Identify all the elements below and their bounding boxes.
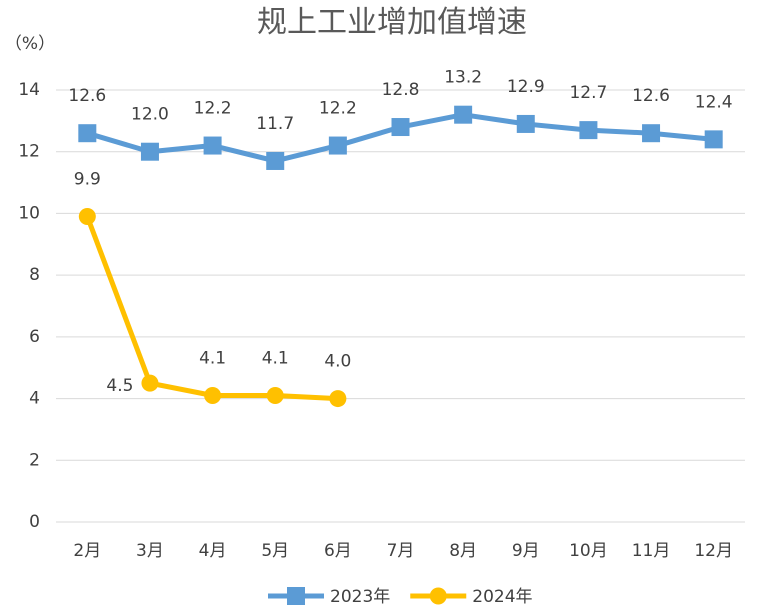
- legend-marker: [429, 587, 447, 605]
- data-label: 12.2: [194, 99, 232, 119]
- data-point: [704, 130, 723, 149]
- data-point: [78, 208, 96, 226]
- data-label: 12.6: [68, 86, 106, 106]
- series-line: [84, 215, 338, 402]
- y-axis-label: （%）: [5, 34, 55, 54]
- data-label: 12.2: [319, 99, 357, 119]
- y-tick-label: 10: [18, 203, 40, 223]
- y-tick-label: 12: [18, 142, 40, 162]
- y-tick-label: 4: [29, 389, 40, 409]
- x-tick-label: 5月: [261, 541, 289, 561]
- data-point: [140, 142, 159, 161]
- y-tick-label: 8: [29, 265, 40, 285]
- data-point: [328, 136, 347, 155]
- legend-label: 2024年: [472, 587, 532, 607]
- x-tick-label: 11月: [632, 541, 671, 561]
- data-point: [391, 118, 410, 137]
- data-point: [78, 124, 97, 143]
- y-tick-label: 14: [18, 80, 40, 100]
- x-tick-label: 3月: [136, 541, 164, 561]
- legend-marker: [287, 587, 305, 605]
- x-tick-label: 12月: [694, 541, 733, 561]
- data-point: [642, 124, 661, 143]
- data-label: 12.0: [131, 105, 169, 125]
- x-tick-label: 10月: [569, 541, 608, 561]
- y-tick-label: 0: [29, 512, 40, 532]
- data-label: 13.2: [444, 68, 482, 88]
- data-point: [454, 105, 473, 124]
- x-tick-label: 6月: [324, 541, 352, 561]
- data-point: [266, 386, 284, 404]
- y-tick-label: 2: [29, 450, 40, 470]
- data-point: [204, 386, 222, 404]
- data-point: [141, 374, 159, 392]
- chart-title: 规上工业增加值增速: [257, 5, 527, 40]
- data-label: 4.5: [106, 376, 133, 396]
- x-tick-label: 2月: [73, 541, 101, 561]
- data-point: [203, 136, 222, 155]
- x-tick-label: 7月: [387, 541, 415, 561]
- x-tick-label: 4月: [199, 541, 227, 561]
- data-label: 12.6: [632, 86, 670, 106]
- x-tick-label: 8月: [449, 541, 477, 561]
- data-label: 4.1: [262, 348, 289, 368]
- data-label: 4.1: [199, 348, 226, 368]
- data-label: 12.7: [569, 83, 607, 103]
- data-label: 9.9: [74, 170, 101, 190]
- y-tick-label: 6: [29, 327, 40, 347]
- legend-label: 2023年: [330, 587, 390, 607]
- data-label: 11.7: [256, 114, 294, 134]
- data-label: 12.8: [382, 80, 420, 100]
- data-point: [516, 114, 535, 133]
- data-point: [329, 390, 347, 408]
- x-tick-label: 9月: [512, 541, 540, 561]
- data-label: 12.9: [507, 77, 545, 97]
- data-label: 12.4: [695, 92, 733, 112]
- data-label: 4.0: [324, 352, 351, 372]
- data-point: [579, 121, 598, 140]
- data-point: [266, 151, 285, 170]
